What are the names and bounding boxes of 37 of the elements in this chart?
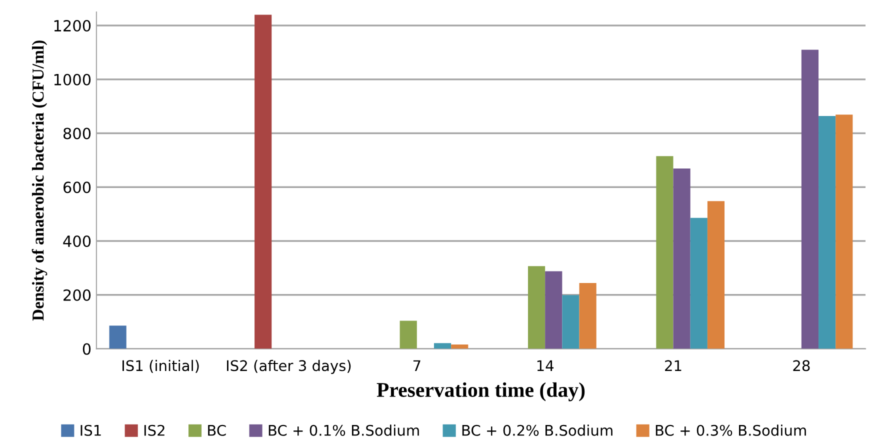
y-tick-label: 400 — [63, 235, 91, 248]
y-tick-label: 800 — [63, 128, 91, 140]
x-tick-label: IS1 (initial) — [122, 360, 199, 373]
bar — [707, 201, 725, 349]
bar — [579, 283, 596, 349]
legend-label: IS1 — [80, 424, 101, 436]
bar — [434, 343, 452, 349]
bar — [801, 50, 819, 349]
bar — [528, 266, 546, 349]
bar — [109, 326, 126, 349]
legend-label: BC + 0.1% B.Sodium — [268, 424, 419, 436]
y-tick-label: 200 — [64, 289, 91, 301]
x-axis-title: Preservation time (day) — [376, 382, 585, 402]
bar — [451, 344, 468, 349]
x-tick-label: 21 — [665, 360, 682, 371]
bar — [400, 320, 417, 349]
y-tick-label: 0 — [82, 343, 91, 355]
x-tick-label: 14 — [537, 360, 554, 371]
bar — [545, 271, 562, 349]
x-tick-label: 28 — [793, 360, 810, 372]
bar — [254, 14, 272, 349]
bar — [673, 168, 690, 349]
legend-label: BC + 0.3% B.Sodium — [656, 424, 806, 436]
bar — [656, 156, 674, 349]
bar — [690, 218, 708, 349]
bar — [818, 116, 836, 349]
x-tick-label: IS2 (after 3 days) — [226, 360, 351, 374]
x-tick-label: 7 — [413, 360, 420, 371]
y-axis-title: Density of anaerobic bacteria (CFU/ml) — [32, 40, 48, 321]
bar — [562, 295, 580, 349]
y-tick-label: 1000 — [54, 74, 91, 86]
bar — [836, 114, 853, 349]
legend-label: BC — [208, 424, 226, 436]
y-tick-label: 1200 — [54, 20, 91, 32]
legend-label: IS2 — [144, 424, 164, 436]
legend-label: BC + 0.2% B.Sodium — [462, 424, 612, 436]
y-tick-label: 600 — [64, 182, 91, 194]
